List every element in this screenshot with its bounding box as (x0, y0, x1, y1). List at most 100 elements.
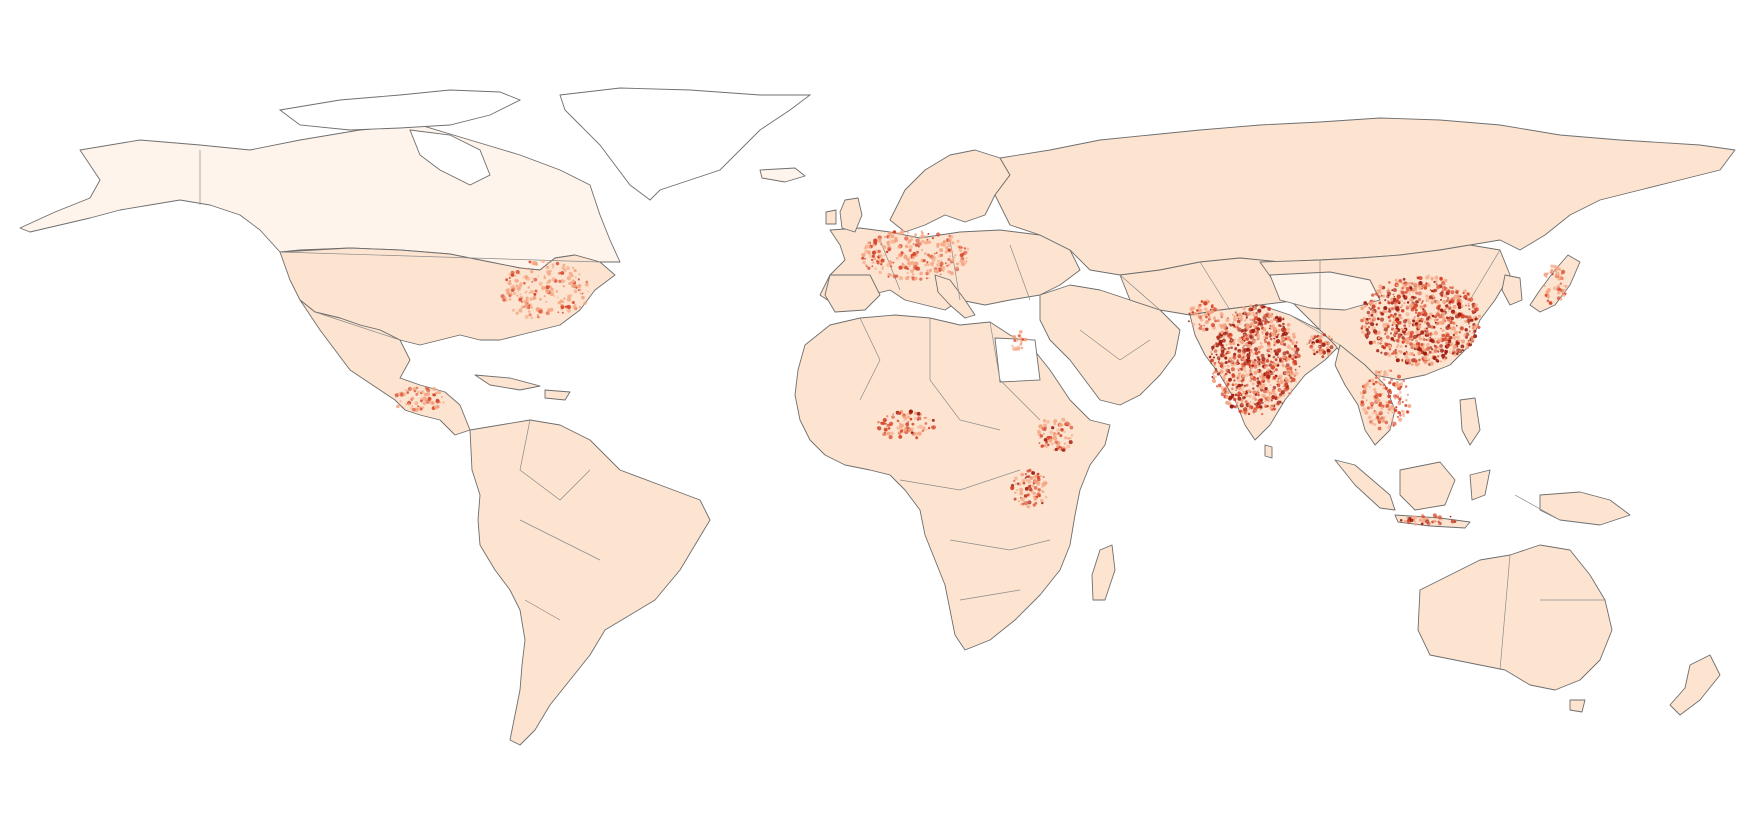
hotspot-india (1245, 316, 1248, 319)
hotspot-eastern-china (1461, 349, 1464, 352)
hotspot-vietnam-philippines (1399, 391, 1402, 394)
hotspot-india (1286, 327, 1291, 332)
hotspot-western-europe (924, 263, 928, 267)
hotspot-eastern-china (1395, 284, 1399, 287)
hotspot-great-lakes-africa (1024, 501, 1029, 506)
hotspot-eastern-china (1363, 317, 1366, 320)
hotspot-eastern-usa (500, 294, 505, 299)
hotspot-western-europe (903, 254, 908, 260)
hotspot-eastern-china (1457, 312, 1462, 317)
hotspot-eastern-china (1441, 333, 1445, 338)
hotspot-western-europe (929, 261, 934, 266)
hotspot-eastern-china (1406, 282, 1410, 285)
land-madagascar (1091, 544, 1116, 601)
hotspot-eastern-usa (537, 275, 540, 278)
hotspot-ethiopian-highlands (1043, 438, 1048, 442)
hotspot-india (1214, 344, 1217, 347)
hotspot-vietnam-philippines (1400, 385, 1403, 388)
hotspot-eastern-usa (543, 276, 547, 280)
hotspot-eastern-china (1405, 312, 1410, 317)
hotspot-eastern-china (1405, 351, 1408, 355)
hotspot-vietnam-philippines (1387, 400, 1392, 404)
hotspot-java (1414, 522, 1418, 526)
hotspot-eastern-china (1409, 297, 1414, 302)
hotspot-pakistan (1191, 322, 1196, 327)
hotspot-eastern-usa (519, 282, 523, 286)
hotspot-western-europe (864, 263, 868, 267)
hotspot-eastern-china (1466, 292, 1470, 296)
hotspot-india (1258, 358, 1261, 361)
hotspot-java (1418, 518, 1423, 522)
hotspot-great-lakes-africa (1044, 481, 1048, 485)
land-middle-east[interactable] (1039, 284, 1181, 406)
hotspot-eastern-china (1457, 305, 1462, 310)
hotspot-western-europe (925, 235, 928, 238)
hotspot-central-america (441, 396, 443, 399)
land-south-america[interactable] (469, 419, 711, 746)
hotspot-eastern-china (1433, 318, 1437, 322)
hotspot-eastern-china (1415, 324, 1419, 327)
hotspot-western-europe (917, 242, 922, 246)
hotspot-eastern-china (1444, 294, 1448, 298)
hotspot-western-europe (890, 265, 893, 268)
hotspot-india (1218, 372, 1221, 374)
land-sulawesi (1469, 469, 1491, 501)
hotspot-bangladesh (1313, 352, 1316, 356)
hotspot-eastern-china (1456, 290, 1459, 293)
hotspot-eastern-china (1387, 344, 1392, 349)
hotspot-central-america (411, 405, 414, 407)
hotspot-india (1251, 382, 1255, 386)
hotspot-eastern-china (1432, 352, 1434, 354)
hotspot-india (1225, 343, 1228, 346)
hotspot-eastern-china (1414, 296, 1417, 299)
hotspot-western-europe (872, 243, 876, 247)
hotspot-bangladesh (1318, 350, 1323, 355)
hotspot-vietnam-philippines (1389, 389, 1392, 392)
hotspot-japan (1556, 285, 1559, 288)
hotspot-india (1236, 404, 1238, 407)
hotspot-western-europe (939, 248, 944, 253)
hotspot-central-america (405, 403, 408, 406)
hotspot-great-lakes-africa (1027, 493, 1030, 497)
hotspot-vietnam-philippines (1378, 393, 1382, 397)
hotspot-india (1259, 405, 1263, 409)
hotspot-eastern-china (1404, 290, 1408, 294)
land-africa[interactable] (794, 314, 1111, 651)
hotspot-vietnam-philippines (1390, 402, 1393, 405)
hotspot-india (1210, 353, 1213, 356)
hotspot-western-europe (874, 267, 878, 270)
hotspot-eastern-china (1403, 301, 1406, 305)
hotspot-eastern-china (1435, 322, 1438, 326)
hotspot-western-europe (956, 245, 960, 248)
hotspot-western-europe (959, 259, 964, 264)
hotspot-eastern-china (1409, 332, 1413, 336)
hotspot-java (1406, 516, 1409, 520)
hotspot-great-lakes-africa (1028, 468, 1032, 473)
hotspot-eastern-china (1384, 332, 1387, 336)
hotspot-eastern-china (1423, 360, 1428, 365)
hotspot-western-europe (889, 273, 893, 277)
hotspot-vietnam-philippines (1398, 411, 1402, 415)
hotspot-great-lakes-africa (1040, 498, 1044, 503)
hotspot-vietnam-philippines (1383, 378, 1386, 382)
hotspot-eastern-china (1468, 308, 1471, 311)
hotspot-eastern-usa (538, 281, 543, 286)
land-russia-siberia[interactable] (994, 117, 1736, 276)
hotspot-india (1276, 396, 1280, 399)
hotspot-nigeria (896, 426, 900, 430)
hotspot-japan (1561, 269, 1566, 274)
hotspot-india (1222, 325, 1227, 330)
hotspot-bangladesh (1330, 338, 1333, 341)
hotspot-india (1230, 367, 1235, 372)
hotspot-eastern-china (1444, 335, 1447, 338)
hotspot-western-europe (906, 271, 909, 275)
hotspot-eastern-china (1433, 297, 1436, 299)
hotspot-eastern-china (1421, 318, 1425, 321)
hotspot-western-europe (907, 241, 911, 245)
hotspot-western-europe (887, 233, 891, 237)
hotspot-india (1264, 340, 1267, 344)
hotspot-central-america (410, 407, 413, 410)
hotspot-eastern-china (1367, 314, 1371, 318)
hotspot-eastern-usa (512, 284, 515, 287)
